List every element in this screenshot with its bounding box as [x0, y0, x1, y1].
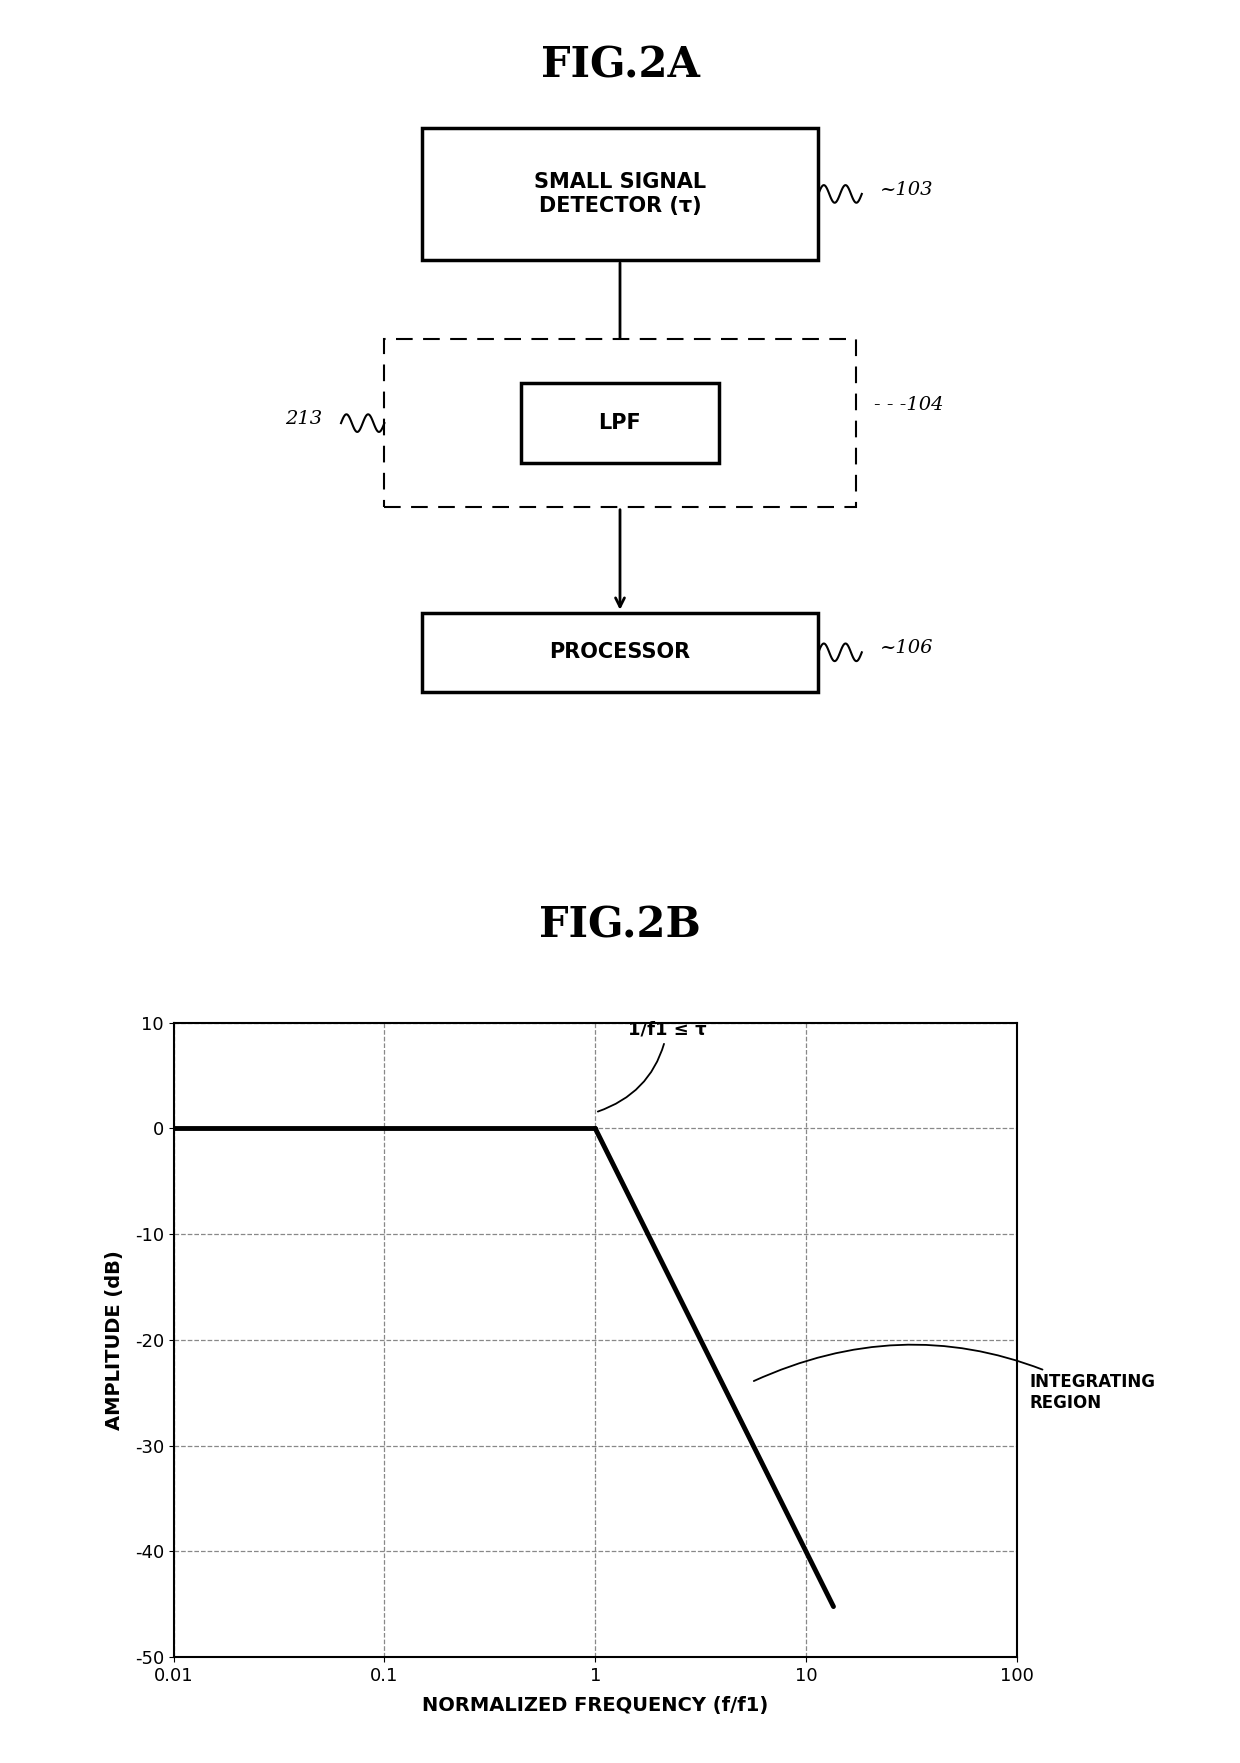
- Text: 1/f1 ≤ τ: 1/f1 ≤ τ: [598, 1021, 707, 1111]
- Text: INTEGRATING
REGION: INTEGRATING REGION: [754, 1345, 1156, 1412]
- Text: PROCESSOR: PROCESSOR: [549, 642, 691, 663]
- Y-axis label: AMPLITUDE (dB): AMPLITUDE (dB): [104, 1250, 124, 1430]
- Text: 213: 213: [285, 409, 322, 428]
- Bar: [521, 383, 719, 462]
- Text: FIG.2B: FIG.2B: [539, 904, 701, 947]
- Bar: [422, 127, 818, 259]
- Text: ~106: ~106: [880, 638, 934, 658]
- Bar: [422, 612, 818, 691]
- Text: - - -104: - - -104: [874, 397, 944, 414]
- Bar: [384, 338, 856, 506]
- Text: LPF: LPF: [599, 413, 641, 434]
- X-axis label: NORMALIZED FREQUENCY (f/f1): NORMALIZED FREQUENCY (f/f1): [422, 1696, 769, 1715]
- Text: ~103: ~103: [880, 180, 934, 199]
- Text: FIG.2A: FIG.2A: [541, 44, 699, 86]
- Text: SMALL SIGNAL
DETECTOR (τ): SMALL SIGNAL DETECTOR (τ): [534, 173, 706, 215]
